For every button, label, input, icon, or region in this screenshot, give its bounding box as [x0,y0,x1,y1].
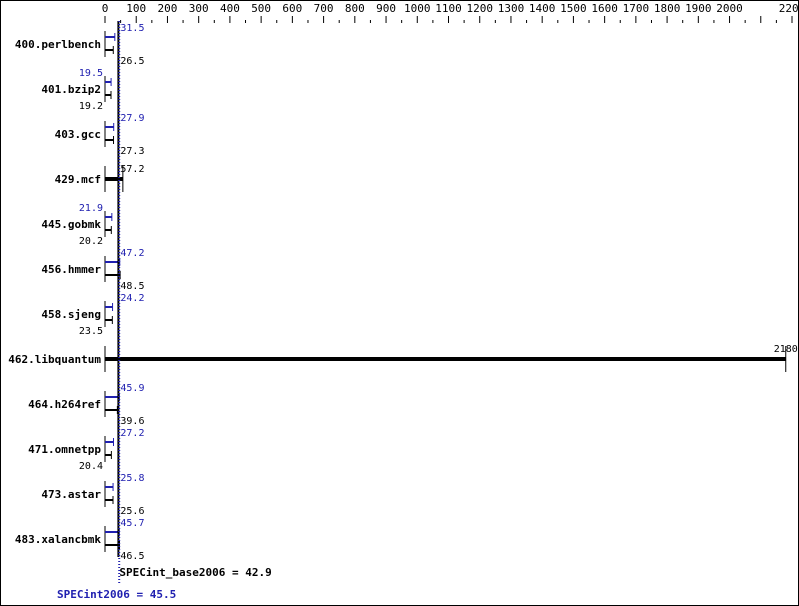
x-tick-label: 600 [282,2,302,15]
x-tick-label: 1900 [685,2,712,15]
base-value-label: 2180 [774,344,798,355]
x-tick-label: 900 [376,2,396,15]
category-label: 483.xalancbmk [15,533,101,546]
peak-value-label: 47.2 [120,248,144,259]
x-tick-label: 1700 [623,2,650,15]
x-tick-label: 0 [102,2,109,15]
peak-value-label: 27.2 [120,428,144,439]
x-tick-label: 2000 [716,2,743,15]
x-tick-label: 700 [314,2,334,15]
x-tick-label: 1400 [529,2,556,15]
peak-value-label: 24.2 [120,293,144,304]
base-value-label: 20.2 [79,236,103,247]
category-label: 464.h264ref [28,398,101,411]
category-label: 473.astar [41,488,101,501]
category-label: 401.bzip2 [41,83,101,96]
category-label: 403.gcc [55,128,101,141]
x-tick-label: 1100 [435,2,462,15]
peak-mean-label: SPECint2006 = 45.5 [57,588,176,601]
base-value-label: 46.5 [120,551,144,562]
peak-value-label: 21.9 [79,203,103,214]
x-tick-label: 500 [251,2,271,15]
peak-value-label: 45.7 [120,518,144,529]
x-tick-label: 800 [345,2,365,15]
peak-value-label: 19.5 [79,68,103,79]
x-tick-label: 200 [158,2,178,15]
category-label: 462.libquantum [8,353,101,366]
x-tick-label: 1800 [654,2,681,15]
base-mean-label: SPECint_base2006 = 42.9 [119,566,271,579]
x-tick-label: 1300 [498,2,525,15]
category-label: 458.sjeng [41,308,101,321]
base-value-label: 19.2 [79,101,103,112]
category-label: 400.perlbench [15,38,101,51]
base-value-label: 25.6 [120,506,144,517]
base-value-label: 48.5 [120,281,144,292]
peak-value-label: 27.9 [120,113,144,124]
x-tick-label: 100 [126,2,146,15]
base-value-label: 27.3 [120,146,144,157]
x-tick-label: 1600 [591,2,618,15]
category-label: 456.hmmer [41,263,101,276]
peak-value-label: 45.9 [120,383,144,394]
peak-value-label: 25.8 [120,473,144,484]
category-label: 445.gobmk [41,218,101,231]
base-value-label: 26.5 [120,56,144,67]
x-tick-label: 1000 [404,2,431,15]
category-label: 429.mcf [55,173,101,186]
category-label: 471.omnetpp [28,443,101,456]
x-tick-label: 1500 [560,2,587,15]
peak-value-label: 31.5 [120,23,144,34]
x-tick-label: 300 [189,2,209,15]
base-value-label: 23.5 [79,326,103,337]
base-value-label: 57.2 [120,164,144,175]
base-value-label: 20.4 [79,461,103,472]
x-tick-label: 2200 [779,2,798,15]
base-value-label: 39.6 [120,416,144,427]
x-tick-label: 400 [220,2,240,15]
x-tick-label: 1200 [466,2,493,15]
